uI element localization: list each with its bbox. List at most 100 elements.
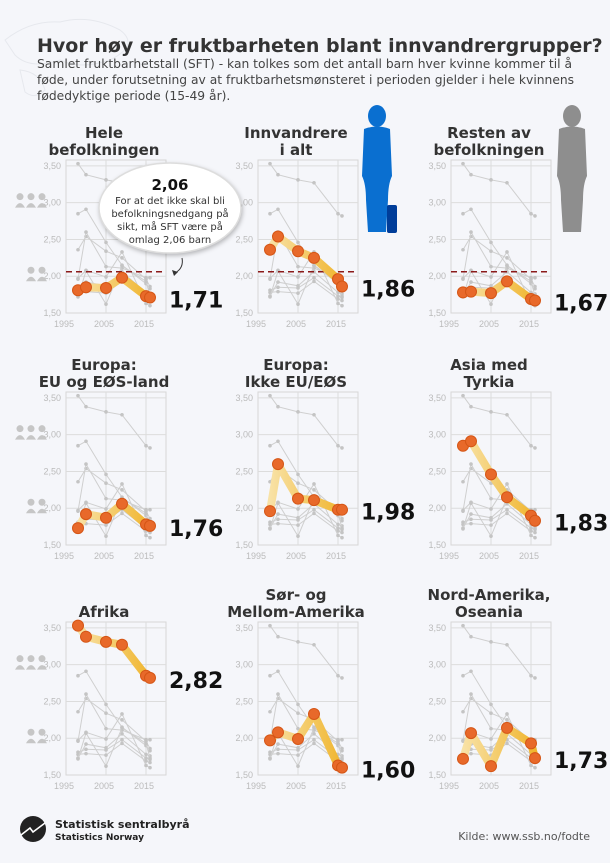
other-series-point	[84, 669, 88, 674]
x-tick-label: 2015	[519, 781, 539, 791]
other-series-point	[489, 737, 493, 741]
panel-title-line: Sør- og	[266, 586, 327, 604]
panel-title-line: Hele	[85, 124, 123, 142]
panel-title-line: Mellom-Amerika	[227, 603, 365, 621]
y-tick-label: 2,00	[235, 271, 253, 281]
other-series-point	[312, 737, 316, 742]
other-series-point	[312, 643, 316, 647]
other-series-point	[76, 738, 80, 743]
panel-title-line: befolkningen	[49, 141, 160, 159]
highlight-series-point	[72, 619, 84, 632]
y-tick-label: 1,50	[43, 540, 61, 550]
three-children-icon	[15, 425, 47, 440]
other-series-point	[505, 718, 509, 722]
y-tick-label: 1,50	[235, 770, 253, 780]
plot-frame	[65, 391, 167, 546]
other-series-point	[296, 702, 300, 707]
other-series-point	[312, 732, 316, 736]
other-series-point	[84, 462, 88, 466]
other-series-point	[340, 748, 344, 753]
other-series-point	[461, 479, 465, 484]
other-series-line	[269, 163, 343, 217]
other-series-point	[84, 230, 88, 234]
plot-frame	[257, 391, 359, 546]
highlight-series-point	[529, 514, 541, 527]
other-series-point	[505, 256, 509, 260]
panel-title-line: Afrika	[79, 603, 130, 621]
subtitle-line-3: fødedyktige periode (15-49 år).	[37, 89, 230, 103]
other-series-point	[336, 301, 340, 306]
other-series-line	[77, 395, 151, 449]
other-series-point	[312, 511, 316, 516]
other-series-point	[296, 264, 300, 269]
other-series-point	[148, 275, 152, 280]
other-series-point	[120, 264, 124, 268]
other-series-point	[104, 711, 108, 716]
other-series-point	[276, 439, 280, 444]
y-tick-label: 1,50	[428, 540, 446, 550]
x-tick-label: 2005	[286, 781, 306, 791]
x-tick-label: 2005	[286, 551, 306, 561]
other-series-point	[120, 741, 124, 746]
other-series-point	[340, 676, 344, 680]
other-series-point	[533, 214, 537, 218]
other-series-point	[469, 501, 473, 505]
other-series-point	[296, 726, 300, 731]
plot-frame	[65, 621, 167, 776]
other-series-point	[296, 302, 300, 306]
other-series-point	[148, 303, 152, 308]
highlight-series-point	[465, 435, 477, 448]
other-series-point	[469, 207, 473, 212]
other-series-point	[84, 742, 88, 746]
panel-title-line: Europa:	[263, 356, 329, 374]
highlight-series-point	[501, 721, 513, 734]
panel-title-line: Resten av	[447, 124, 531, 142]
other-series-point	[469, 521, 473, 526]
y-tick-label: 2,50	[235, 234, 253, 244]
other-series-point	[336, 294, 340, 298]
other-series-point	[276, 289, 280, 294]
other-series-point	[144, 533, 148, 538]
x-tick-label: 1995	[246, 551, 266, 561]
other-series-point	[489, 264, 493, 269]
other-series-point	[104, 264, 108, 269]
other-series-point	[120, 511, 124, 516]
other-series-point	[276, 751, 280, 756]
other-series-point	[104, 507, 108, 511]
y-tick-label: 3,50	[428, 161, 446, 171]
other-series-point	[489, 507, 493, 511]
other-series-point	[489, 534, 493, 538]
ssb-logo-icon	[20, 816, 46, 842]
other-series-point	[505, 413, 509, 417]
other-series-point	[461, 161, 465, 166]
y-tick-label: 1,50	[235, 540, 253, 550]
other-series-point	[76, 673, 80, 678]
two-children-icon	[26, 728, 47, 744]
other-series-point	[469, 230, 473, 234]
highlight-series-point	[336, 761, 348, 774]
y-tick-label: 3,00	[235, 660, 253, 670]
other-series-point	[296, 481, 300, 486]
other-series-point	[296, 240, 300, 245]
highlight-series-point	[264, 734, 276, 747]
y-tick-label: 3,50	[235, 393, 253, 403]
other-series-point	[268, 295, 272, 299]
y-tick-label: 3,00	[428, 430, 446, 440]
other-series-point	[120, 726, 124, 730]
y-tick-label: 3,50	[235, 161, 253, 171]
y-tick-label: 2,50	[235, 696, 253, 706]
other-series-point	[268, 673, 272, 678]
other-series-point	[312, 482, 316, 486]
other-series-point	[76, 443, 80, 448]
highlight-series-line	[459, 437, 539, 525]
highlight-series-point	[100, 281, 112, 294]
other-series-point	[533, 765, 537, 770]
other-series-point	[268, 161, 272, 166]
highlight-series-point	[116, 497, 128, 510]
other-series-point	[276, 404, 280, 409]
other-series-point	[529, 533, 533, 538]
callout-line-1: For at det ikke skal bli	[115, 196, 225, 207]
other-series-point	[505, 250, 509, 254]
other-series-point	[469, 280, 473, 284]
